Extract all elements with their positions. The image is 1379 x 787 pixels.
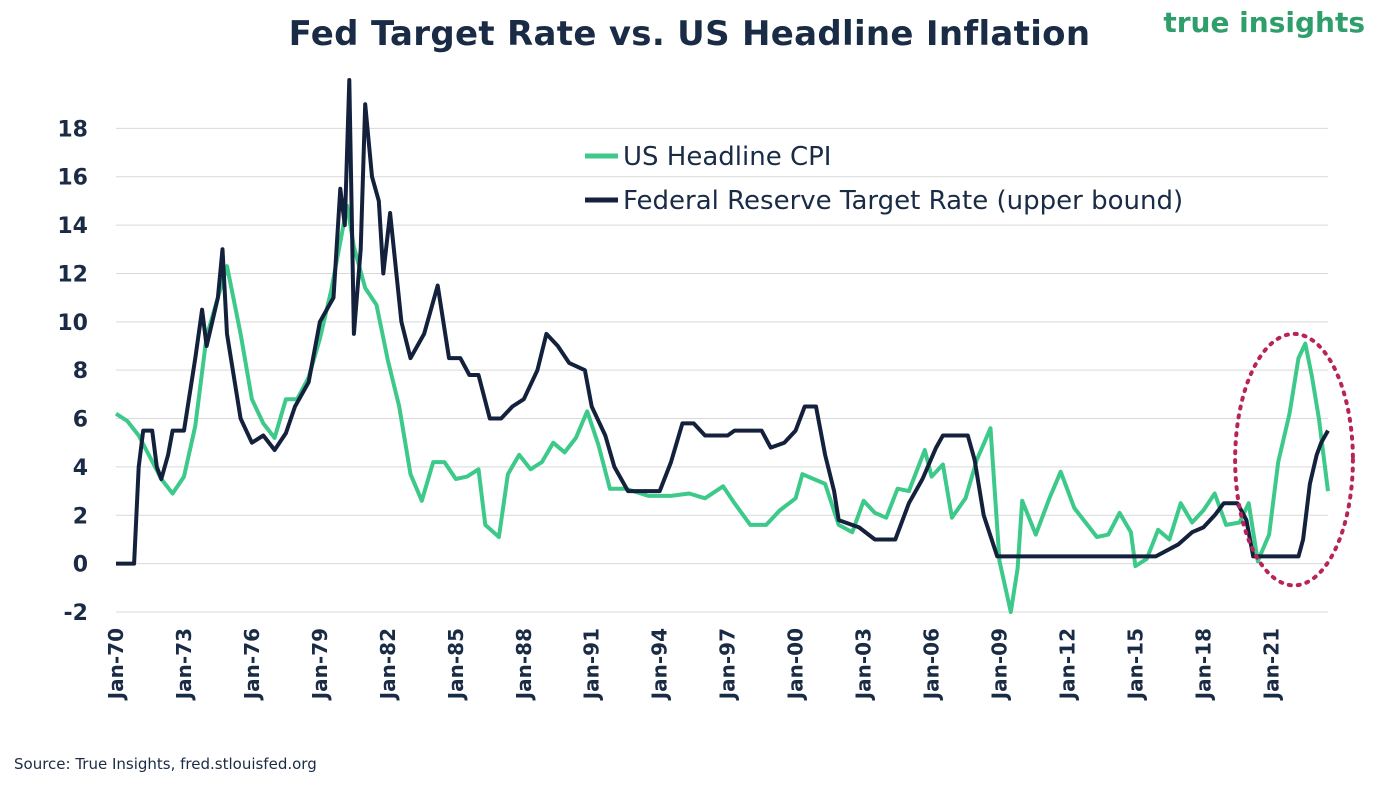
y-tick-label: 4 — [73, 456, 88, 481]
x-tick-label: Jan-76 — [240, 628, 264, 701]
x-tick-label: Jan-88 — [512, 628, 536, 701]
x-tick-label: Jan-18 — [1191, 628, 1215, 701]
grid-lines — [116, 127, 1328, 613]
highlight-ellipse — [1233, 331, 1355, 588]
chart-title: Fed Target Rate vs. US Headline Inflatio… — [288, 14, 1091, 54]
y-tick-label: 12 — [57, 262, 88, 287]
series-lines — [114, 78, 1330, 614]
x-tick-label: Jan-85 — [444, 628, 468, 701]
y-tick-label: 8 — [73, 359, 88, 384]
y-tick-label: 6 — [73, 408, 88, 433]
x-tick-label: Jan-73 — [172, 628, 196, 701]
series-line-fed — [116, 78, 1330, 566]
x-tick-label: Jan-82 — [376, 628, 400, 701]
x-tick-label: Jan-09 — [988, 628, 1012, 701]
x-tick-label: Jan-70 — [104, 628, 128, 701]
legend: US Headline CPI Federal Reserve Target R… — [585, 142, 1183, 216]
y-axis-ticks: -2 0 2 4 6 8 10 12 14 16 18 — [57, 117, 88, 626]
y-tick-label: -2 — [64, 601, 88, 626]
y-tick-label: 16 — [57, 166, 88, 191]
highlight-annotation — [1233, 331, 1355, 588]
x-tick-label: Jan-79 — [308, 628, 332, 701]
legend-label-cpi: US Headline CPI — [623, 142, 831, 172]
x-tick-label: Jan-91 — [580, 628, 604, 701]
x-tick-label: Jan-03 — [852, 628, 876, 701]
x-tick-label: Jan-06 — [920, 628, 944, 701]
x-tick-label: Jan-21 — [1259, 628, 1283, 701]
y-tick-label: 14 — [57, 214, 88, 239]
y-tick-label: 10 — [57, 311, 88, 336]
x-tick-label: Jan-00 — [784, 628, 808, 701]
x-tick-label: Jan-12 — [1055, 628, 1079, 701]
y-tick-label: 2 — [73, 504, 88, 529]
brand-logo: true insights — [1163, 6, 1365, 39]
x-tick-label: Jan-97 — [716, 628, 740, 701]
x-axis-ticks: Jan-70 Jan-73 Jan-76 Jan-79 Jan-82 Jan-85 Jan-… — [104, 628, 1283, 701]
y-tick-label: 0 — [73, 553, 88, 578]
series-line-cpi — [114, 203, 1330, 614]
y-tick-label: 18 — [57, 117, 88, 142]
x-tick-label: Jan-94 — [648, 628, 672, 701]
legend-label-fed: Federal Reserve Target Rate (upper bound… — [623, 186, 1183, 216]
source-note: Source: True Insights, fred.stlouisfed.o… — [14, 755, 317, 773]
x-tick-label: Jan-15 — [1123, 628, 1147, 701]
